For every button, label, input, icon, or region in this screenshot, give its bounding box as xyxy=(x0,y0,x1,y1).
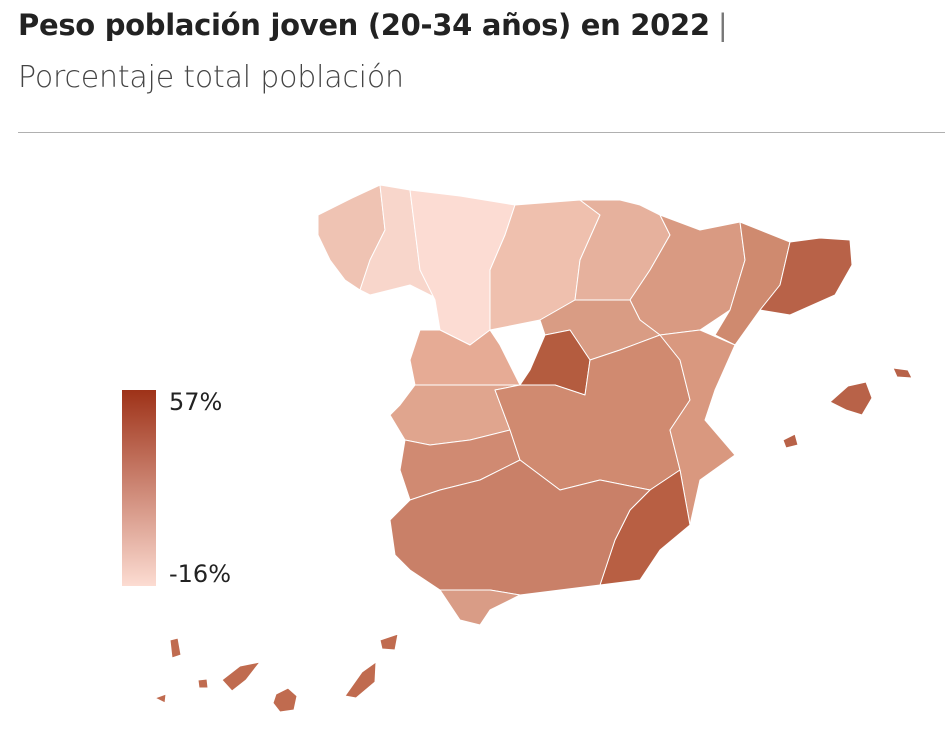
region-barcelona-girona[interactable] xyxy=(759,237,853,316)
region-shape[interactable] xyxy=(389,459,651,596)
title-separator: | xyxy=(717,8,728,42)
region-shape[interactable] xyxy=(154,693,167,704)
legend-max-label: 57% xyxy=(169,388,223,416)
region-shape[interactable] xyxy=(439,589,521,626)
region-salamanca-avila[interactable] xyxy=(409,329,521,386)
divider xyxy=(18,132,945,133)
chart-subtitle: Porcentaje total población xyxy=(18,60,404,95)
region-baleares[interactable] xyxy=(782,367,913,449)
region-shape[interactable] xyxy=(221,661,261,692)
legend-gradient-bar xyxy=(122,390,156,586)
chart-title: Peso población joven (20-34 años) en 202… xyxy=(18,8,728,42)
legend-min-label: -16% xyxy=(169,560,232,588)
region-shape[interactable] xyxy=(782,433,799,449)
region-shape[interactable] xyxy=(379,633,399,651)
region-andalucia[interactable] xyxy=(389,459,651,596)
region-shape[interactable] xyxy=(169,637,182,659)
title-text: Peso población joven (20-34 años) en 202… xyxy=(18,8,710,42)
region-shape[interactable] xyxy=(344,661,377,699)
region-shape[interactable] xyxy=(197,678,209,689)
region-shape[interactable] xyxy=(892,367,913,379)
region-shape[interactable] xyxy=(409,329,521,386)
region-shape[interactable] xyxy=(829,381,873,416)
region-shape[interactable] xyxy=(272,687,298,713)
region-canarias[interactable] xyxy=(154,633,399,713)
region-shape[interactable] xyxy=(759,237,853,316)
region-cadiz-malaga[interactable] xyxy=(439,589,521,626)
